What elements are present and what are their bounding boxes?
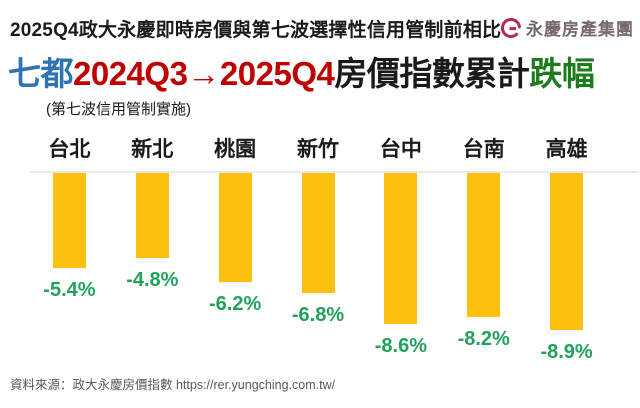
bar-value-label: -8.9%	[540, 340, 593, 363]
bar	[550, 173, 584, 330]
brand-name: 永慶房產集團	[526, 20, 634, 39]
title-period: 2024Q3→2025Q4	[73, 55, 335, 92]
bar-column: -5.4%	[28, 173, 111, 364]
chart-subtitle: (第七波信用管制實施)	[46, 101, 191, 118]
category-label: 台中	[379, 138, 422, 161]
bar-column: -8.2%	[442, 173, 525, 364]
bar-chart: -5.4% -4.8% -6.2% -6.8% -8.6% -8.2% -8.9%	[28, 173, 608, 364]
bar	[301, 173, 335, 293]
category-label: 高雄	[545, 138, 588, 161]
page-header-title: 2025Q4政大永慶即時房價與第七波選擇性信用管制前相比	[10, 20, 502, 41]
category-label: 台北	[48, 138, 91, 161]
bar-value-label: -6.2%	[209, 293, 262, 316]
bar-column: -8.6%	[359, 173, 442, 364]
yungching-logo-icon	[501, 17, 521, 38]
bar-value-label: -6.8%	[291, 303, 345, 326]
bar-column: -6.8%	[277, 173, 360, 364]
bar	[218, 173, 252, 283]
data-source-note: 資料來源：政大永慶房價指數 https://rer.yungching.com.…	[10, 378, 336, 392]
chart-title: 七都2024Q3→2025Q4房價指數累計跌幅	[8, 54, 638, 94]
bar-column: -6.2%	[194, 173, 277, 364]
category-label: 新北	[131, 138, 174, 161]
bar	[467, 173, 501, 318]
category-label: 桃園	[214, 138, 257, 161]
title-highlight: 跌幅	[529, 55, 595, 92]
bar-column: -4.8%	[111, 173, 194, 364]
bar-column: -8.9%	[525, 173, 608, 364]
brand-logo: 永慶房產集團	[499, 15, 634, 40]
bar-value-label: -8.2%	[457, 328, 510, 351]
bar-value-label: -5.4%	[43, 279, 96, 301]
category-label: 新竹	[297, 138, 339, 161]
chart-baseline	[30, 171, 638, 173]
bar-value-label: -8.6%	[374, 335, 427, 358]
bar	[135, 173, 169, 258]
bar-value-label: -4.8%	[126, 268, 179, 291]
bar	[384, 173, 418, 325]
bar	[52, 173, 86, 268]
category-labels-row: 台北 新北 桃園 新竹 台中 台南 高雄	[28, 133, 608, 163]
category-label: 台南	[462, 138, 505, 161]
title-scope: 七都	[8, 55, 74, 92]
title-middle: 房價指數累計	[334, 55, 530, 92]
